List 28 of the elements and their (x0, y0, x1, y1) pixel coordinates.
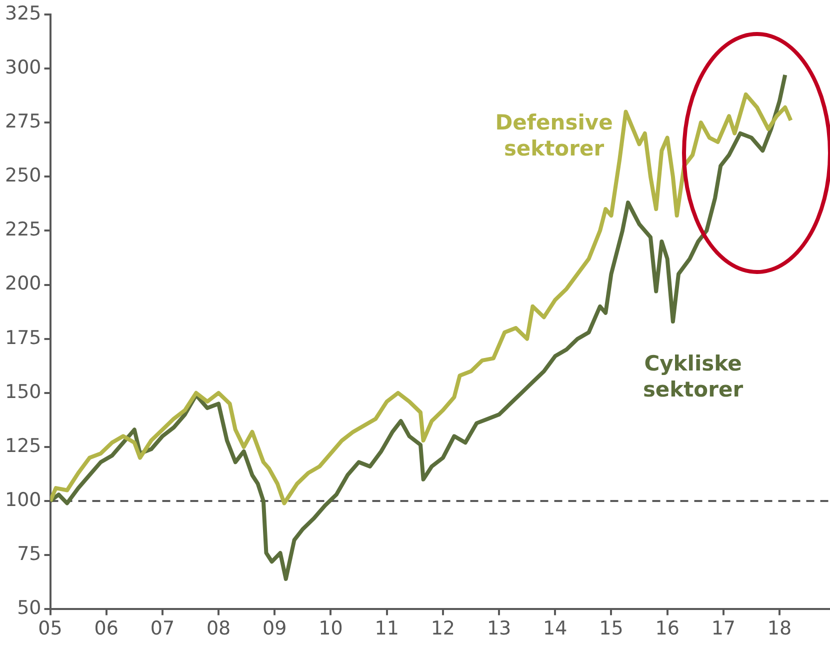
series-label: Defensive sektorer (495, 110, 613, 160)
x-tick-label: 17 (711, 618, 736, 640)
y-tick-label: 150 (5, 380, 42, 403)
y-tick-label: 300 (5, 56, 42, 78)
x-tick-label: 07 (150, 618, 175, 640)
y-tick-label: 200 (5, 272, 42, 295)
y-tick-label: 50 (17, 597, 42, 620)
y-tick-label: 225 (5, 218, 42, 241)
x-tick-label: 14 (543, 618, 568, 640)
x-tick-label: 12 (430, 618, 456, 640)
x-tick-label: 13 (486, 618, 512, 640)
x-tick-label: 18 (767, 618, 792, 640)
y-tick-label: 75 (17, 543, 42, 566)
x-tick-label: 06 (94, 618, 118, 640)
y-tick-label: 125 (5, 434, 42, 457)
y-tick-label: 325 (5, 2, 42, 24)
y-tick-label: 175 (5, 326, 42, 349)
x-tick-label: 15 (599, 618, 624, 640)
x-tick-label: 10 (318, 618, 343, 640)
y-tick-label: 250 (5, 164, 42, 187)
x-tick-label: 11 (374, 618, 399, 640)
x-tick-label: 09 (262, 618, 287, 640)
y-tick-label: 275 (5, 110, 42, 132)
text: Cykliske sektorer (642, 351, 744, 402)
x-tick-label: 05 (38, 618, 62, 640)
x-tick-label: 16 (655, 618, 680, 640)
x-tick-label: 08 (206, 618, 231, 640)
y-tick-label: 100 (5, 488, 42, 511)
